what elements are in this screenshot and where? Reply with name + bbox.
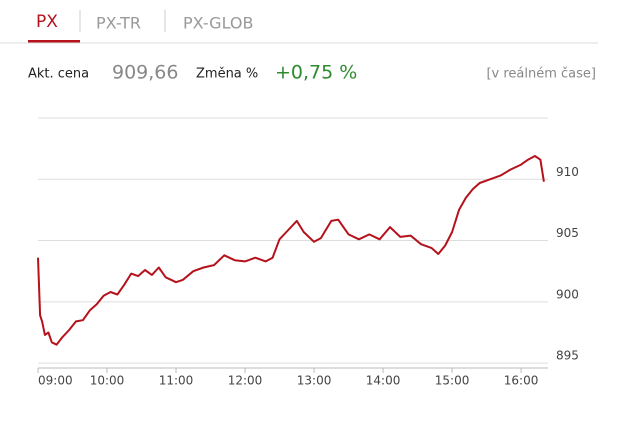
x-tick-label: 11:00 <box>159 374 194 388</box>
x-tick-label: 10:00 <box>90 374 125 388</box>
tab-active[interactable]: PX <box>36 12 58 32</box>
tab[interactable]: PX-GLOB <box>183 14 253 33</box>
x-tick-label: 16:00 <box>504 374 539 388</box>
change: +0,75 % <box>275 62 357 84</box>
x-tick-label: 15:00 <box>435 374 470 388</box>
y-tick-label: 900 <box>556 287 579 301</box>
y-tick-label: 905 <box>556 226 579 240</box>
x-tick-label: 13:00 <box>297 374 332 388</box>
x-tick-label: 12:00 <box>228 374 263 388</box>
price-label: Akt. cena <box>28 67 89 82</box>
change-label: Změna % <box>196 67 258 82</box>
tab[interactable]: PX-TR <box>96 14 141 33</box>
price-line <box>37 155 545 346</box>
y-tick-label: 895 <box>556 349 579 363</box>
y-tick-label: 910 <box>556 165 579 179</box>
tab-underline <box>28 40 80 43</box>
price: 909,66 <box>112 62 178 84</box>
x-tick-label: 14:00 <box>366 374 401 388</box>
x-tick-label: 09:00 <box>38 374 73 388</box>
realtime-note: [v reálném čase] <box>486 67 596 82</box>
